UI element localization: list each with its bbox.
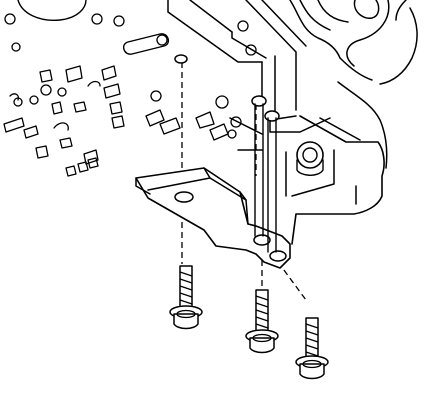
bracket-hole-1 [174,191,194,203]
guide-rods [254,103,277,253]
bolt-3 [295,317,329,380]
mounting-bracket [135,167,291,269]
alignment-lines [181,62,307,301]
bolt-2 [245,289,279,354]
alignment-line-3b [277,261,307,301]
bracket-hole-3 [269,250,287,262]
valve-body-casting [3,0,418,245]
bolt-1 [169,265,203,330]
bracket-hole-2 [253,234,271,246]
